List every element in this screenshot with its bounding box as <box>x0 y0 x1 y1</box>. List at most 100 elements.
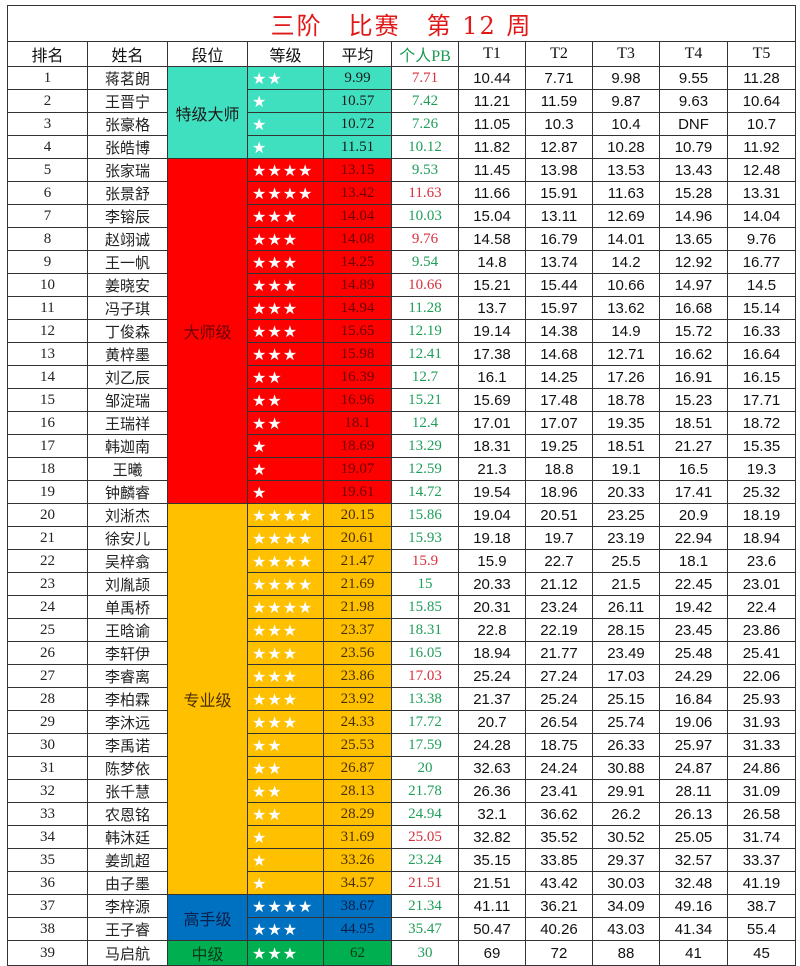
t1-cell: 32.1 <box>458 802 526 826</box>
rank-cell: 38 <box>7 917 88 941</box>
star-rating: ★★★ <box>247 917 324 941</box>
t1-cell: 11.05 <box>458 112 526 136</box>
pb-cell: 14.72 <box>391 480 459 504</box>
average-cell: 14.25 <box>323 250 392 274</box>
t1-cell: 18.94 <box>458 641 526 665</box>
star-rating: ★★★★ <box>247 572 324 596</box>
t4-cell: DNF <box>659 112 728 136</box>
t1-cell: 14.8 <box>458 250 526 274</box>
pb-cell: 12.41 <box>391 342 459 366</box>
name-cell: 单禹桥 <box>87 595 168 619</box>
header-t1: T1 <box>458 41 526 67</box>
star-rating: ★★★ <box>247 250 324 274</box>
pb-cell: 12.19 <box>391 319 459 343</box>
name-cell: 张豪格 <box>87 112 168 136</box>
t1-cell: 15.04 <box>458 204 526 228</box>
average-cell: 25.53 <box>323 733 392 757</box>
header-row: 排名 姓名 段位 等级 平均 个人PB T1 T2 T3 T4 T5 <box>7 41 796 67</box>
name-cell: 王晋宁 <box>87 89 168 113</box>
average-cell: 19.07 <box>323 457 392 481</box>
pb-cell: 24.94 <box>391 802 459 826</box>
t1-cell: 24.28 <box>458 733 526 757</box>
name-cell: 张皓博 <box>87 135 168 159</box>
table-row: 33 农恩铭 ★★ 28.29 24.94 32.1 36.62 26.2 26.13 26.58 <box>7 802 796 826</box>
star-rating: ★★ <box>247 779 324 803</box>
t4-cell: 17.41 <box>659 480 728 504</box>
table-row: 37 李梓源 高手级 ★★★★ 38.67 21.34 41.11 36.21 34.09 49.… <box>7 894 796 941</box>
name-cell: 钟麟睿 <box>87 480 168 504</box>
star-rating: ★ <box>247 480 324 504</box>
table-row: 25 王晗谕 ★★★ 23.37 18.31 22.8 22.19 28.15 23.45 23.… <box>7 618 796 642</box>
t3-cell: 17.03 <box>592 664 660 688</box>
t2-cell: 10.3 <box>525 112 593 136</box>
t1-cell: 26.36 <box>458 779 526 803</box>
pb-cell: 21.34 <box>391 894 459 918</box>
t2-cell: 18.96 <box>525 480 593 504</box>
t5-cell: 14.04 <box>727 204 796 228</box>
t3-cell: 10.28 <box>592 135 660 159</box>
t2-cell: 13.98 <box>525 158 593 182</box>
t2-cell: 36.21 <box>525 894 593 918</box>
t1-cell: 11.45 <box>458 158 526 182</box>
t4-cell: 26.13 <box>659 802 728 826</box>
t5-cell: 31.93 <box>727 710 796 734</box>
table-row: 9 王一帆 ★★★ 14.25 9.54 14.8 13.74 14.2 12.92 16.77 <box>7 250 796 274</box>
rank-cell: 14 <box>7 365 88 389</box>
t3-cell: 21.5 <box>592 572 660 596</box>
pb-cell: 9.54 <box>391 250 459 274</box>
table-row: 26 李轩伊 ★★★ 23.56 16.05 18.94 21.77 23.49 25.48 25… <box>7 641 796 665</box>
rank-cell: 20 <box>7 503 88 527</box>
pb-cell: 11.28 <box>391 296 459 320</box>
t4-cell: 23.45 <box>659 618 728 642</box>
rank-cell: 25 <box>7 618 88 642</box>
t3-cell: 29.91 <box>592 779 660 803</box>
t4-cell: 25.48 <box>659 641 728 665</box>
t1-cell: 20.31 <box>458 595 526 619</box>
star-rating: ★★★★ <box>247 526 324 550</box>
t2-cell: 11.59 <box>525 89 593 113</box>
t3-cell: 26.2 <box>592 802 660 826</box>
t2-cell: 14.68 <box>525 342 593 366</box>
t4-cell: 12.92 <box>659 250 728 274</box>
table-row: 27 李睿离 ★★★ 23.86 17.03 25.24 27.24 17.03 24.29 22… <box>7 664 796 688</box>
t3-cell: 10.4 <box>592 112 660 136</box>
t3-cell: 9.98 <box>592 66 660 90</box>
t5-cell: 13.31 <box>727 181 796 205</box>
page-title: 三阶 比赛 第 12 周 <box>7 5 796 42</box>
t4-cell: 9.55 <box>659 66 728 90</box>
rank-cell: 5 <box>7 158 88 182</box>
name-cell: 马启航 <box>87 940 168 966</box>
pb-cell: 15.93 <box>391 526 459 550</box>
rank-cell: 16 <box>7 411 88 435</box>
average-cell: 24.33 <box>323 710 392 734</box>
table-row: 21 徐安儿 ★★★★ 20.61 15.93 19.18 19.7 23.19 22.94 18… <box>7 526 796 550</box>
t5-cell: 19.3 <box>727 457 796 481</box>
table-row: 8 赵翊诚 ★★★ 14.08 9.76 14.58 16.79 14.01 13.65 9.76 <box>7 227 796 251</box>
t5-cell: 25.93 <box>727 687 796 711</box>
average-cell: 18.69 <box>323 434 392 458</box>
pb-cell: 18.31 <box>391 618 459 642</box>
t2-cell: 15.97 <box>525 296 593 320</box>
t2-cell: 35.52 <box>525 825 593 849</box>
t3-cell: 19.35 <box>592 411 660 435</box>
table-row: 6 张景舒 ★★★★ 13.42 11.63 11.66 15.91 11.63 15.28 13… <box>7 181 796 205</box>
t4-cell: 24.29 <box>659 664 728 688</box>
pb-cell: 7.42 <box>391 89 459 113</box>
average-cell: 34.57 <box>323 871 392 895</box>
pb-cell: 7.26 <box>391 112 459 136</box>
t4-cell: 15.72 <box>659 319 728 343</box>
pb-cell: 21.78 <box>391 779 459 803</box>
star-rating: ★★★ <box>247 204 324 228</box>
name-cell: 李轩伊 <box>87 641 168 665</box>
t3-cell: 18.78 <box>592 388 660 412</box>
t2-cell: 40.26 <box>525 917 593 941</box>
rank-cell: 24 <box>7 595 88 619</box>
t2-cell: 27.24 <box>525 664 593 688</box>
star-rating: ★★★★ <box>247 595 324 619</box>
table-row: 35 姜凯超 ★ 33.26 23.24 35.15 33.85 29.37 32.57 33.3… <box>7 848 796 872</box>
t4-cell: 24.87 <box>659 756 728 780</box>
star-rating: ★ <box>247 89 324 113</box>
t5-cell: 9.76 <box>727 227 796 251</box>
pb-cell: 35.47 <box>391 917 459 941</box>
